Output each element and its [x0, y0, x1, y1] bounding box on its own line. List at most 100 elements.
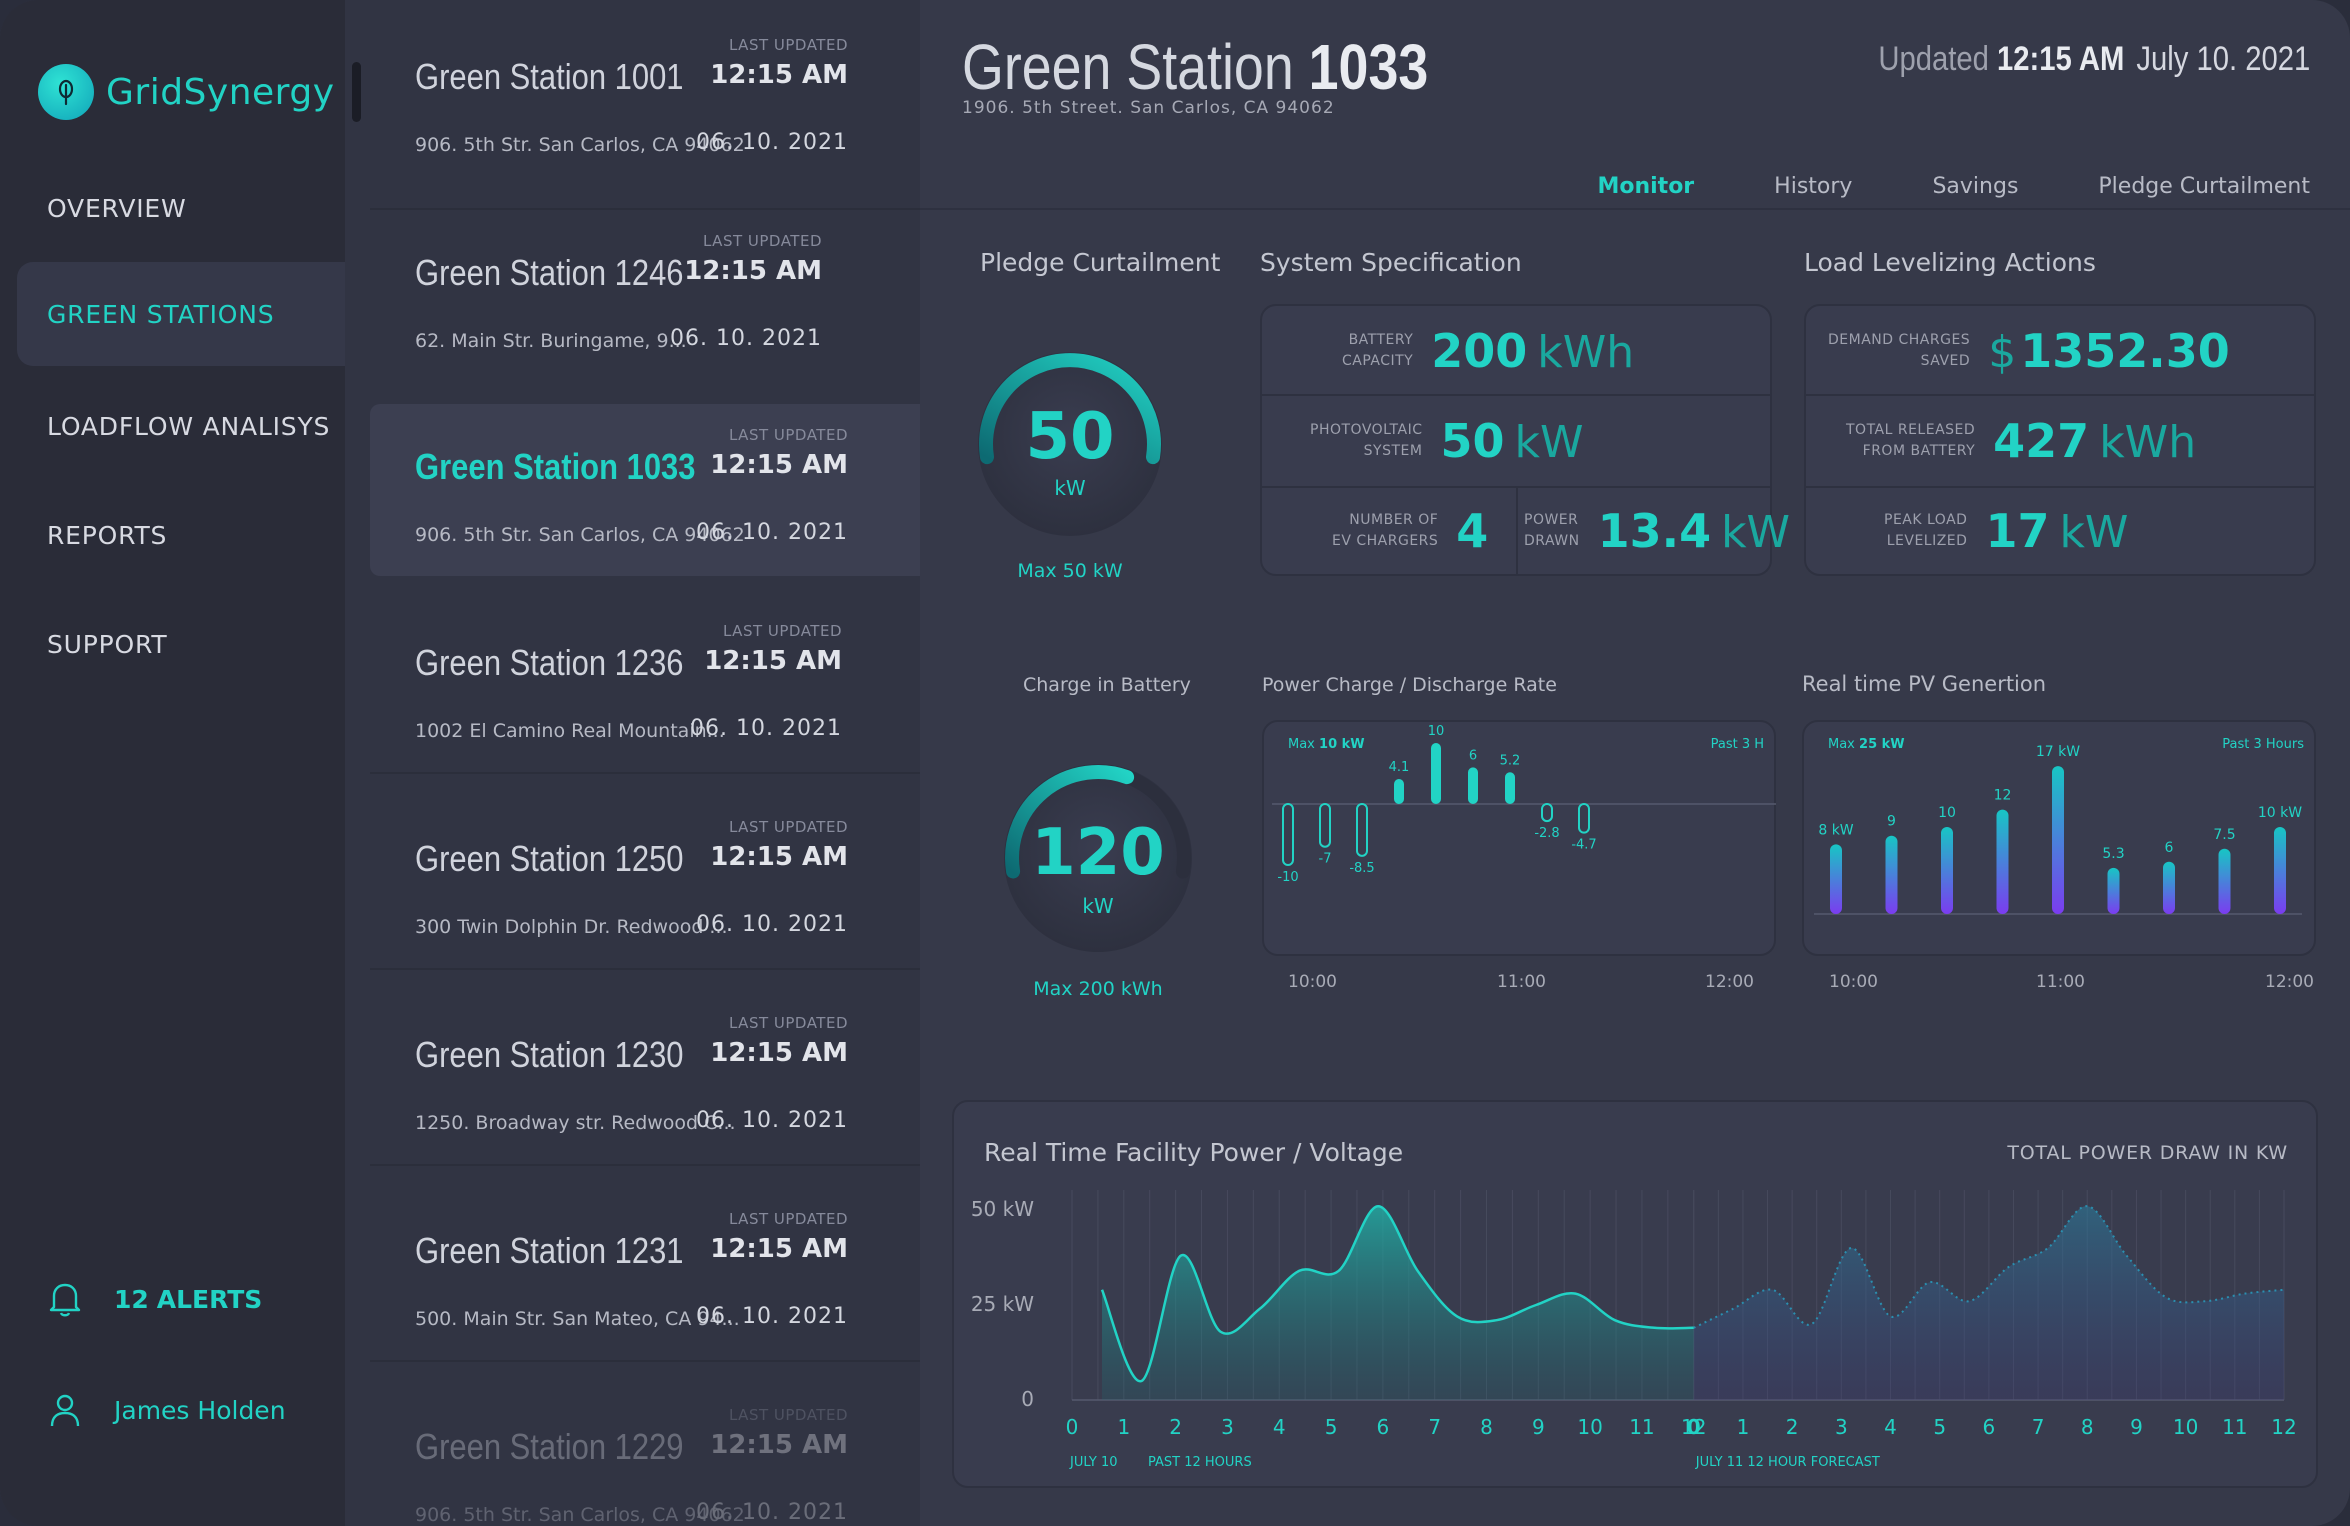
tab-history[interactable]: History — [1774, 174, 1853, 199]
demand-charges-saved: DEMAND CHARGES SAVED $1352.30 — [1828, 322, 2230, 380]
title-prefix: Green Station — [962, 31, 1294, 103]
divider — [1806, 486, 2314, 488]
label-line: LEVELIZED — [1886, 533, 1968, 549]
divider — [1262, 486, 1770, 488]
station-card-1229[interactable]: Green Station 1229 LAST UPDATED 12:15 AM… — [370, 1384, 920, 1526]
brand-logo[interactable]: GridSynergy — [38, 64, 335, 120]
x-tick: 11:00 — [1497, 972, 1546, 992]
label-line: PEAK LOAD — [1884, 512, 1968, 528]
label-line: NUMBER OF — [1349, 512, 1439, 528]
station-name: Green Station 1230 — [415, 1034, 684, 1075]
list-scrollbar[interactable] — [352, 62, 361, 122]
station-time: 12:15 AM — [684, 256, 822, 286]
label-line: SAVED — [1920, 353, 1971, 369]
bar-value-label: 17 kW — [2036, 744, 2080, 760]
station-address: 300 Twin Dolphin Dr. Redwood ... — [415, 916, 728, 938]
x-tick-label: 8 — [1480, 1415, 1493, 1439]
forecast-area — [1693, 1206, 2284, 1400]
nav-overview[interactable]: OVERVIEW — [47, 193, 187, 223]
x-tick-label: 3 — [1835, 1415, 1848, 1439]
battery-capacity-unit: kWh — [1537, 327, 1635, 378]
alerts-count: 12 — [114, 1284, 149, 1314]
gauge-arc — [979, 353, 1161, 465]
discharge-bar — [1578, 803, 1590, 834]
divider — [370, 968, 920, 970]
y-tick-label: 50 kW — [971, 1197, 1034, 1221]
station-card-1001[interactable]: Green Station 1001 LAST UPDATED 12:15 AM… — [370, 14, 920, 186]
x-tick-label: 0 — [1066, 1415, 1079, 1439]
x-tick-label: 2 — [1786, 1415, 1799, 1439]
station-card-1250[interactable]: Green Station 1250 LAST UPDATED 12:15 AM… — [370, 796, 920, 968]
bar-value-label: 5.2 — [1500, 753, 1521, 768]
total-released-unit: kWh — [2099, 417, 2197, 468]
tab-monitor[interactable]: Monitor — [1597, 174, 1695, 199]
divider — [1806, 394, 2314, 396]
ev-chargers: NUMBER OF EV CHARGERS 4 — [1332, 502, 1488, 560]
bar-value-label: 10 — [1428, 724, 1445, 739]
label-line: SYSTEM — [1363, 443, 1423, 459]
nav-green-stations[interactable]: GREEN STATIONS — [17, 262, 347, 366]
max-value: 25 kW — [1859, 737, 1905, 752]
x-tick-label: 10 — [1577, 1415, 1602, 1439]
x-tick-label: 6 — [1377, 1415, 1390, 1439]
x-tick-label: 1 — [1737, 1415, 1750, 1439]
battery-unit: kW — [1082, 894, 1114, 918]
station-card-1246[interactable]: Green Station 1246 LAST UPDATED 12:15 AM… — [370, 210, 920, 382]
x-tick: 10:00 — [1829, 972, 1878, 992]
nav-support[interactable]: SUPPORT — [47, 629, 168, 659]
x-tick-label: 10 — [2173, 1415, 2198, 1439]
discharge-bar — [1319, 803, 1331, 848]
station-card-1231[interactable]: Green Station 1231 LAST UPDATED 12:15 AM… — [370, 1188, 920, 1360]
battery-title: Charge in Battery — [1023, 674, 1191, 696]
svg-text:Max 25 kW: Max 25 kW — [1828, 737, 1905, 752]
tab-savings[interactable]: Savings — [1932, 174, 2019, 199]
battery-capacity-value: 200 — [1431, 324, 1528, 378]
label-line: BATTERY — [1348, 332, 1414, 348]
facility-chart-unit-label: TOTAL POWER DRAW IN KW — [2007, 1142, 2288, 1164]
pv-system: PHOTOVOLTAIC SYSTEM 50 kW — [1310, 412, 1584, 470]
pv-system-value: 50 — [1440, 414, 1505, 468]
x-tick-label: 11 — [1629, 1415, 1654, 1439]
divider — [1262, 394, 1770, 396]
station-address-header: 1906. 5th Street. San Carlos, CA 94062 — [962, 98, 1335, 118]
x-tick-label: 5 — [1933, 1415, 1946, 1439]
past-caption-date: JULY 10 — [1069, 1455, 1117, 1470]
load-panel: DEMAND CHARGES SAVED $1352.30 TOTAL RELEA… — [1804, 304, 2316, 576]
ev-chargers-value: 4 — [1456, 504, 1489, 558]
tab-pledge-curtailment[interactable]: Pledge Curtailment — [2098, 174, 2310, 199]
station-name: Green Station 1250 — [415, 838, 684, 879]
period-label: Past 3 Hours — [2222, 737, 2304, 752]
x-tick-label: 0 — [1687, 1415, 1701, 1439]
station-card-1236[interactable]: Green Station 1236 LAST UPDATED 12:15 AM… — [370, 600, 920, 772]
nav-loadflow-analysis[interactable]: LOADFLOW ANALISYS — [47, 411, 331, 441]
pv-bar — [1830, 844, 1842, 914]
past-line — [1100, 1204, 1694, 1383]
pv-bar — [2163, 861, 2175, 914]
nav-reports[interactable]: REPORTS — [47, 520, 168, 550]
pv-bar — [2052, 766, 2064, 914]
user-profile[interactable]: James Holden — [48, 1392, 286, 1428]
alerts-link[interactable]: 12 ALERTS — [48, 1280, 262, 1318]
battery-value: 120 — [1031, 816, 1165, 890]
sidebar: GridSynergy OVERVIEW GREEN STATIONS LOAD… — [0, 0, 347, 1526]
charge-bar — [1468, 767, 1478, 804]
x-tick-label: 9 — [1532, 1415, 1545, 1439]
x-tick: 12:00 — [1705, 972, 1754, 992]
bar-value-label: -10 — [1277, 870, 1298, 885]
bar-value-label: 4.1 — [1389, 760, 1410, 775]
station-address: 500. Main Str. San Mateo, CA 94... — [415, 1308, 740, 1330]
bar-value-label: 7.5 — [2213, 827, 2235, 843]
station-name: Green Station 1236 — [415, 642, 684, 683]
charge-chart: Max 10 kW Past 3 H -10 -7 -8.5 4.1 10 6 5.2 -2.… — [1272, 724, 1776, 885]
station-card-1033[interactable]: Green Station 1033 LAST UPDATED 12:15 AM… — [370, 404, 920, 576]
x-tick-label: 5 — [1325, 1415, 1338, 1439]
bar-value-label: -7 — [1319, 852, 1332, 867]
bar-value-label: 5.3 — [2102, 846, 2124, 862]
station-card-1230[interactable]: Green Station 1230 LAST UPDATED 12:15 AM… — [370, 992, 920, 1164]
last-updated-label: LAST UPDATED — [728, 1014, 848, 1032]
pv-bar — [2274, 827, 2286, 914]
battery-max: Max 200 kWh — [1033, 978, 1163, 1000]
pv-system-label: PHOTOVOLTAIC SYSTEM — [1310, 420, 1422, 462]
pv-bar — [2107, 867, 2120, 914]
